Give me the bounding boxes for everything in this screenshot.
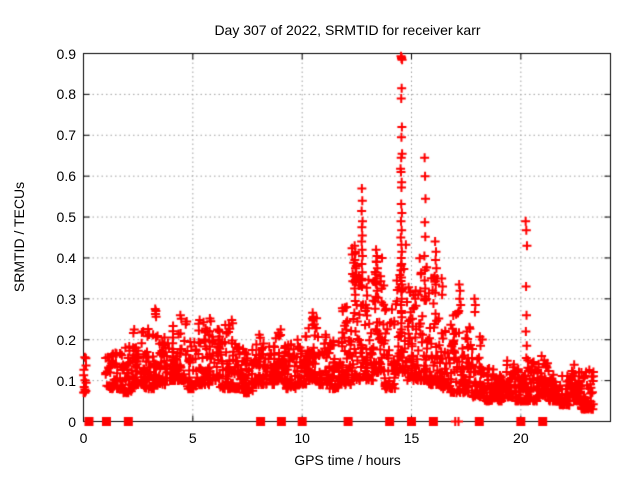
y-tick-label: 0.7 [56,127,76,144]
y-tick-label: 0.6 [56,168,76,185]
chart-title: Day 307 of 2022, SRMTID for receiver kar… [214,22,481,38]
y-tick-label: 0.2 [56,331,76,348]
x-tick-label: 15 [403,430,420,446]
y-tick-label: 0.3 [56,290,76,307]
x-axis-label: GPS time / hours [294,452,401,468]
y-tick-label: 0.8 [56,86,76,103]
y-tick-label: 0.4 [56,249,76,266]
x-tick-label: 0 [79,430,88,446]
y-tick-label: 0 [68,413,76,430]
y-axis-label: SRMTID / TECUs [11,181,27,293]
x-tick-label: 10 [294,430,310,446]
y-tick-label: 0.9 [56,45,76,62]
x-tick-label: 5 [188,430,197,446]
y-tick-label: 0.1 [56,372,76,389]
y-tick-label: 0.5 [56,209,76,226]
x-tick-label: 20 [513,430,529,446]
